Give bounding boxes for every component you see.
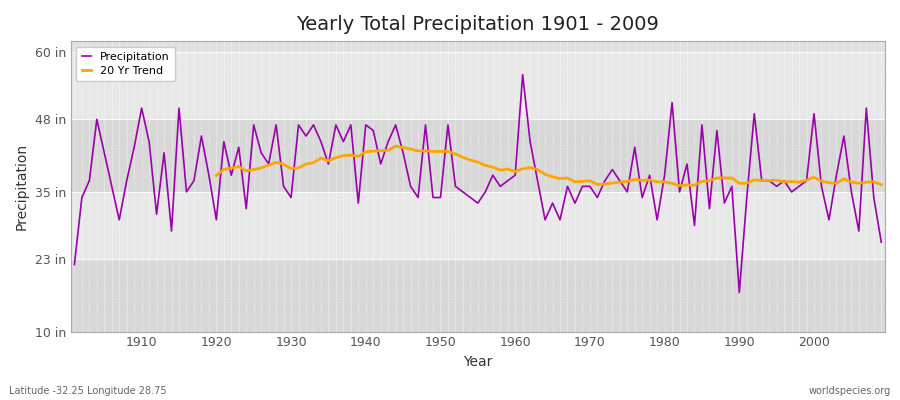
20 Yr Trend (794, 180, 805, 184)
20 Yr Trend (778, 180, 789, 184)
Precipitation (69, 262, 80, 267)
Precipitation (509, 173, 520, 178)
20 Yr Trend (391, 144, 401, 148)
Precipitation (734, 290, 744, 295)
20 Yr Trend (876, 182, 886, 187)
Precipitation (502, 178, 513, 183)
Text: Latitude -32.25 Longitude 28.75: Latitude -32.25 Longitude 28.75 (9, 386, 166, 396)
Precipitation (876, 240, 886, 245)
Precipitation (518, 72, 528, 77)
Title: Yearly Total Precipitation 1901 - 2009: Yearly Total Precipitation 1901 - 2009 (296, 15, 660, 34)
Precipitation (607, 167, 617, 172)
20 Yr Trend (211, 173, 221, 178)
Bar (71, 52, 885, 119)
20 Yr Trend (861, 180, 872, 184)
20 Yr Trend (301, 162, 311, 166)
20 Yr Trend (674, 183, 685, 188)
Y-axis label: Precipitation: Precipitation (15, 143, 29, 230)
Bar (71, 192, 885, 259)
Bar (71, 259, 885, 332)
Precipitation (129, 145, 140, 150)
X-axis label: Year: Year (464, 355, 492, 369)
Precipitation (338, 139, 349, 144)
Line: Precipitation: Precipitation (75, 75, 881, 292)
20 Yr Trend (689, 183, 700, 188)
Precipitation (293, 122, 304, 127)
20 Yr Trend (420, 148, 431, 153)
Bar (71, 119, 885, 192)
Legend: Precipitation, 20 Yr Trend: Precipitation, 20 Yr Trend (76, 47, 175, 81)
Text: worldspecies.org: worldspecies.org (809, 386, 891, 396)
Line: 20 Yr Trend: 20 Yr Trend (216, 146, 881, 186)
